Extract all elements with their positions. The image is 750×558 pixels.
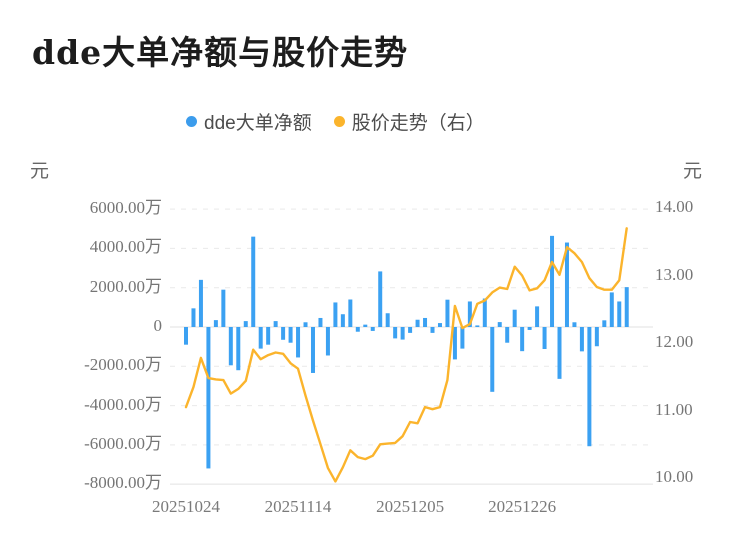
dde-net-bar xyxy=(213,320,218,327)
legend-item-dde[interactable]: dde大单净额 xyxy=(186,108,312,135)
dde-net-bar xyxy=(550,235,555,327)
dde-net-bar xyxy=(497,322,502,327)
dde-net-bar xyxy=(281,327,286,340)
dde-net-bar xyxy=(363,324,368,327)
dde-net-bar xyxy=(370,327,375,331)
dde-net-bar xyxy=(400,327,405,340)
dde-net-bar xyxy=(512,309,517,327)
dde-net-bar xyxy=(266,327,271,345)
dde-net-bar xyxy=(296,327,301,358)
dde-net-bar xyxy=(310,327,315,373)
dde-net-bar xyxy=(333,302,338,327)
dde-net-bar xyxy=(273,321,278,327)
left-axis-tick: 2000.00万 xyxy=(89,276,162,296)
dde-net-bar xyxy=(206,327,211,469)
dde-net-bar xyxy=(520,327,525,352)
left-axis-tick: -2000.00万 xyxy=(84,355,162,375)
legend-dot-blue-icon xyxy=(186,115,197,127)
legend-item-price[interactable]: 股价走势（右） xyxy=(333,108,485,135)
right-axis-tick: 14.00 xyxy=(655,197,694,216)
dde-net-bar xyxy=(557,327,562,379)
dde-net-bar xyxy=(408,327,413,333)
dde-net-bar xyxy=(542,327,547,349)
x-axis-tick: 20251226 xyxy=(488,497,557,516)
left-axis-tick: -6000.00万 xyxy=(84,433,162,453)
dde-net-bar xyxy=(378,271,383,327)
x-axis-tick: 20251114 xyxy=(264,497,332,516)
dde-net-bar xyxy=(579,327,584,352)
left-axis-unit: 元 xyxy=(30,161,50,182)
right-axis-tick: 10.00 xyxy=(655,467,694,486)
dde-net-bar xyxy=(624,287,629,327)
left-axis-tick: 4000.00万 xyxy=(89,237,162,257)
dde-net-bar xyxy=(258,327,263,349)
dde-net-bar xyxy=(572,322,577,327)
right-axis-tick: 11.00 xyxy=(655,399,693,419)
dde-net-bar xyxy=(445,299,450,327)
dde-net-bar xyxy=(318,317,323,327)
dde-net-bar xyxy=(221,289,226,327)
dde-net-bar xyxy=(467,301,472,327)
dde-net-bar xyxy=(251,236,256,327)
combo-chart-svg xyxy=(170,208,653,485)
x-axis-tick: 20251205 xyxy=(376,497,445,516)
dde-net-bar xyxy=(355,327,360,332)
dde-net-bar xyxy=(393,327,398,339)
right-axis-tick: 13.00 xyxy=(655,264,694,284)
plot-area xyxy=(170,195,653,490)
dde-net-bar xyxy=(564,242,569,327)
dde-net-bar xyxy=(482,298,487,327)
dde-net-bar xyxy=(288,327,293,343)
dde-net-bar xyxy=(184,327,188,345)
dde-net-bar xyxy=(348,299,353,327)
price-line xyxy=(184,227,628,483)
legend: dde大单净额 股价走势（右） xyxy=(186,106,485,136)
left-axis-tick: -8000.00万 xyxy=(84,473,162,493)
dde-net-bar xyxy=(587,327,592,447)
dde-net-bar xyxy=(490,327,495,392)
dde-net-bar xyxy=(535,306,540,327)
dde-net-bar xyxy=(460,327,465,349)
dde-net-bar xyxy=(617,301,622,327)
dde-net-bar xyxy=(423,317,428,327)
dde-net-bar xyxy=(475,325,480,327)
dde-net-bar xyxy=(594,327,599,347)
dde-net-bar xyxy=(430,327,435,333)
right-axis-unit: 元 xyxy=(683,161,703,182)
dde-net-bar xyxy=(228,327,233,366)
dde-net-bar xyxy=(385,313,390,327)
left-axis-tick: -4000.00万 xyxy=(84,394,162,414)
left-axis-tick: 0 xyxy=(153,316,163,335)
dde-net-bar xyxy=(505,327,510,343)
dde-net-bar xyxy=(415,319,420,327)
legend-label: dde大单净额 xyxy=(204,112,312,134)
dde-net-bar xyxy=(325,327,330,356)
dde-net-bar xyxy=(609,292,614,327)
left-axis-tick: 6000.00万 xyxy=(89,198,162,218)
dde-net-bar xyxy=(236,327,241,371)
right-axis-tick: 12.00 xyxy=(655,332,694,351)
dde-net-bar xyxy=(303,322,308,327)
legend-label: 股价走势（右） xyxy=(351,112,485,134)
dde-net-bar xyxy=(452,327,457,360)
dde-net-bar xyxy=(602,320,607,327)
dde-net-bar xyxy=(191,308,196,327)
legend-dot-orange-icon xyxy=(333,115,345,127)
dde-net-bar xyxy=(198,279,203,327)
dde-net-bar xyxy=(527,327,532,330)
dde-net-bar xyxy=(340,314,345,327)
dde-net-bar xyxy=(437,323,442,327)
x-axis-tick: 20251024 xyxy=(152,497,220,516)
page-title: dde大单净额与股价走势 xyxy=(32,33,409,72)
dde-net-bar xyxy=(243,321,248,327)
